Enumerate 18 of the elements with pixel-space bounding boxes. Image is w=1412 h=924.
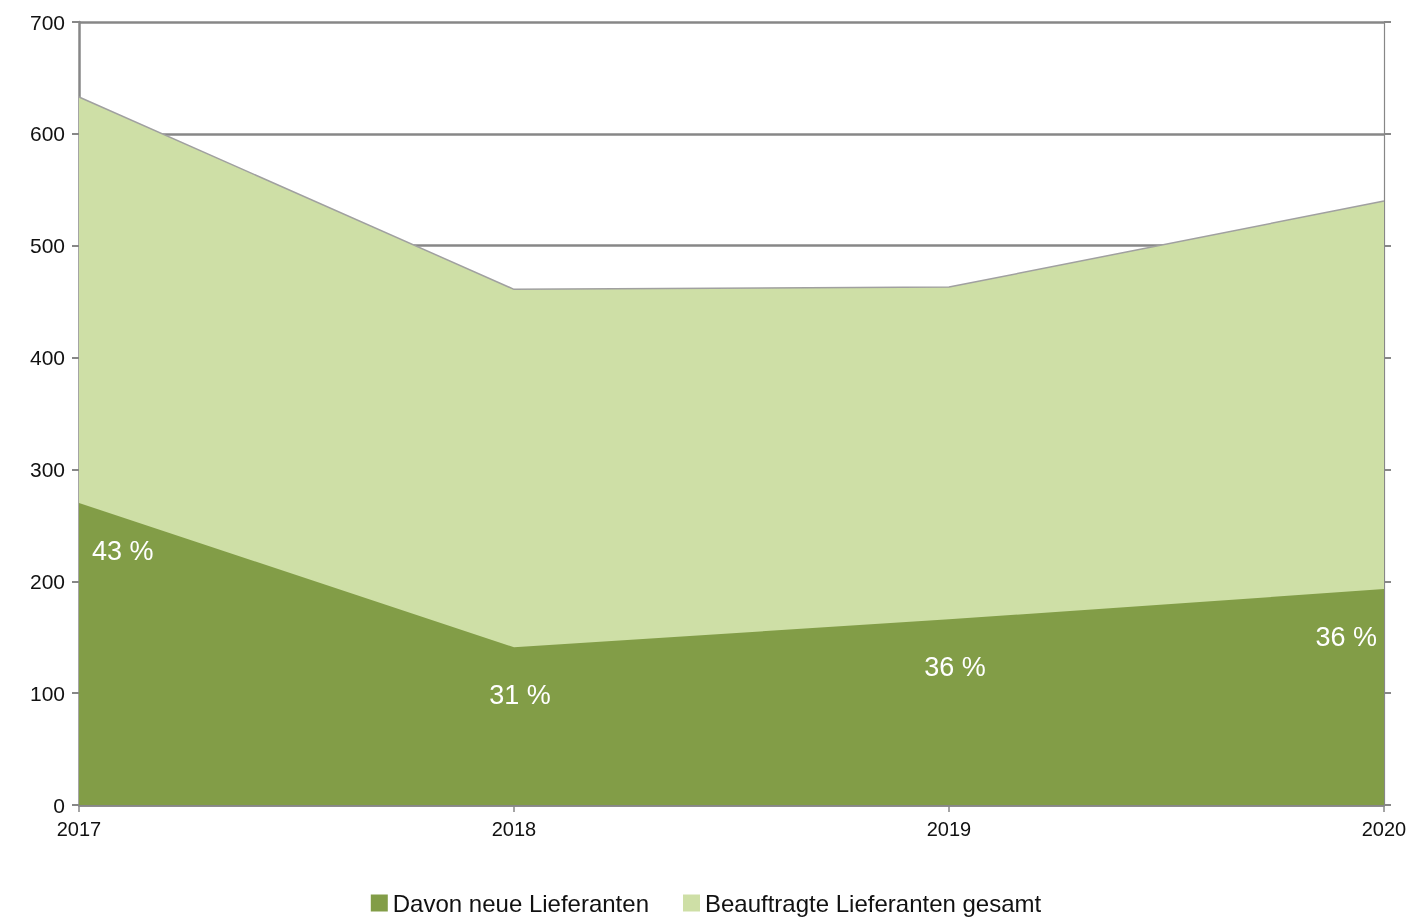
annotation: 43 % — [92, 535, 154, 566]
legend-label: Davon neue Lieferanten — [392, 889, 649, 917]
y-tick-label: 500 — [29, 234, 65, 258]
legend-label: Beauftragte Lieferanten gesamt — [704, 889, 1042, 917]
y-tick-label: 300 — [29, 457, 65, 481]
annotation: 36 % — [924, 652, 986, 683]
annotation: 31 % — [489, 680, 551, 711]
y-tick-label: 700 — [29, 10, 65, 34]
x-tick-label: 2019 — [926, 818, 972, 840]
x-tick-label: 2020 — [1361, 818, 1407, 840]
x-tick-label: 2017 — [56, 818, 102, 840]
y-tick-label: 400 — [29, 346, 65, 370]
annotation: 36 % — [1315, 622, 1377, 653]
x-tick-label: 2018 — [491, 818, 537, 840]
y-tick-label: 200 — [29, 569, 65, 593]
y-tick-label: 600 — [29, 122, 65, 146]
y-tick-label: 100 — [29, 681, 65, 705]
y-tick-label: 0 — [53, 793, 65, 817]
